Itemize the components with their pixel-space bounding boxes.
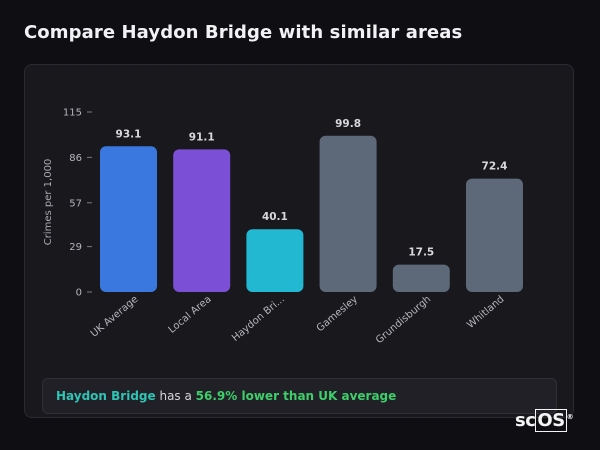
brand-logo: sc OS ® [515,409,574,432]
callout-area-name: Haydon Bridge [56,389,156,403]
bar-local-area [173,149,231,292]
x-category-label: Haydon Bri... [230,294,287,344]
bar-value-label: 72.4 [482,161,508,173]
page-title: Compare Haydon Bridge with similar areas [24,22,463,43]
bar-gamesley [319,135,377,292]
bar-whitland [466,178,523,292]
x-category-label: Whitland [465,294,506,331]
x-category-label: UK Average [89,294,141,340]
bar-value-label: 91.1 [189,131,215,143]
y-tick-label: 86 [69,153,82,164]
bar-value-label: 17.5 [408,247,434,259]
logo-boxed: OS [535,409,567,432]
y-tick-label: 57 [69,198,82,209]
comparison-callout: Haydon Bridge has a 56.9% lower than UK … [42,378,557,414]
y-tick-label: 115 [63,108,82,119]
logo-mark: ® [566,413,574,421]
y-axis-label: Crimes per 1,000 [43,159,54,246]
x-category-label: Local Area [167,294,214,336]
bar-value-label: 40.1 [262,211,288,223]
bar-chart: Crimes per 1,000 0 29 57 86 115 93.1 UK Average… [43,108,523,346]
bar-value-label: 93.1 [116,128,142,140]
bar-uk-average [100,146,157,292]
callout-connector-text: has a [155,389,196,403]
x-category-label: Grundisburgh [374,294,433,346]
callout-delta: 56.9% lower than UK average [195,389,397,403]
y-tick-label: 0 [76,288,82,299]
bar-value-label: 99.8 [335,118,361,130]
y-tick-label: 29 [69,242,82,253]
bar-grundisburgh [392,264,450,292]
logo-prefix: sc [515,410,536,431]
bar-haydon-bri- [246,229,304,292]
chart-card: Crimes per 1,000 0 29 57 86 115 93.1 UK Average… [24,64,574,418]
x-category-label: Gamesley [315,294,360,335]
